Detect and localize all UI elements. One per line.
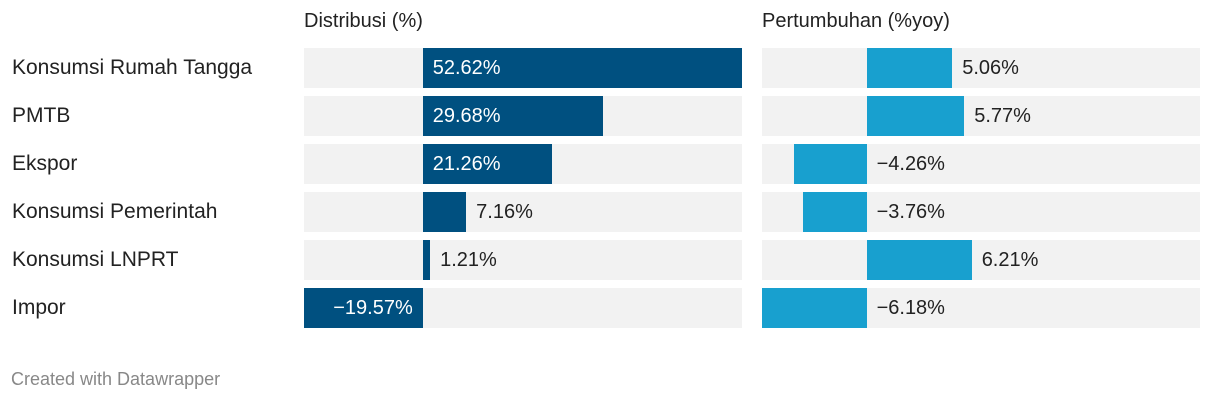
growth-value-label: 5.06% — [962, 57, 1019, 79]
growth-value-label: −4.26% — [876, 153, 945, 175]
datawrapper-credit[interactable]: Created with Datawrapper — [11, 369, 221, 389]
dist-bar — [422, 96, 603, 136]
dist-track — [304, 192, 742, 232]
distribusi-header: Distribusi (%) — [304, 10, 423, 32]
dist-bar — [422, 144, 552, 184]
pertumbuhan-header: Pertumbuhan (%yoy) — [762, 10, 950, 32]
growth-bar — [794, 144, 867, 184]
growth-bar — [866, 240, 972, 280]
growth-track — [762, 96, 1200, 136]
growth-bar — [762, 288, 867, 328]
row-label: Konsumsi Pemerintah — [12, 200, 218, 223]
growth-value-label: −3.76% — [876, 201, 945, 223]
dist-bar — [422, 192, 467, 232]
dist-value-label: 52.62% — [432, 57, 501, 79]
row-label: PMTB — [12, 104, 71, 127]
growth-track — [762, 48, 1200, 88]
growth-bar — [866, 96, 965, 136]
row-label: Ekspor — [12, 152, 78, 175]
dist-bar — [422, 240, 431, 280]
growth-value-label: 6.21% — [981, 249, 1039, 271]
growth-value-label: 5.77% — [974, 105, 1031, 127]
row-label: Konsumsi Rumah Tangga — [12, 56, 253, 79]
dist-track — [304, 240, 742, 280]
row-label: Konsumsi LNPRT — [12, 248, 179, 271]
dist-bar — [304, 288, 423, 328]
growth-bar — [866, 48, 953, 88]
dist-value-label: 21.26% — [432, 153, 501, 175]
growth-value-label: −6.18% — [876, 297, 945, 319]
dist-value-label: −19.57% — [333, 297, 413, 319]
dist-value-label: 7.16% — [476, 201, 533, 223]
dist-bar — [422, 48, 742, 88]
growth-track — [762, 240, 1200, 280]
growth-bar — [802, 192, 867, 232]
dist-value-label: 1.21% — [440, 249, 497, 271]
dist-value-label: 29.68% — [432, 105, 501, 127]
row-label: Impor — [12, 296, 66, 319]
